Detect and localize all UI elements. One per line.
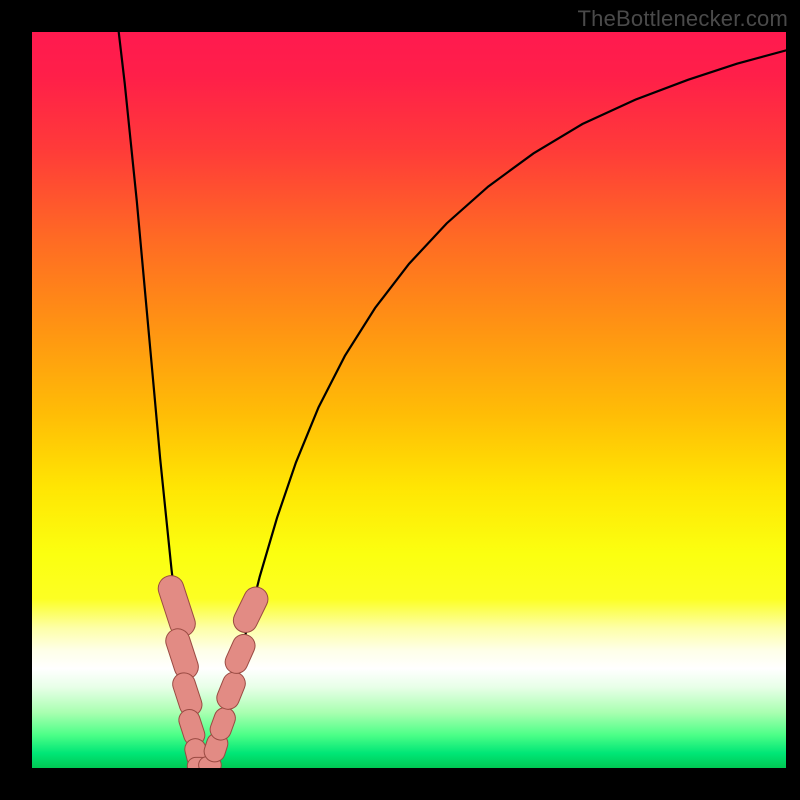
bottleneck-chart — [32, 32, 786, 768]
gradient-background — [32, 32, 786, 768]
chart-frame: TheBottlenecker.com — [0, 0, 800, 800]
watermark-text: TheBottlenecker.com — [578, 6, 788, 32]
